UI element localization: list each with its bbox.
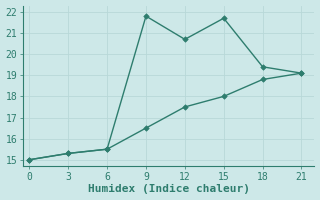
X-axis label: Humidex (Indice chaleur): Humidex (Indice chaleur) [88,184,250,194]
